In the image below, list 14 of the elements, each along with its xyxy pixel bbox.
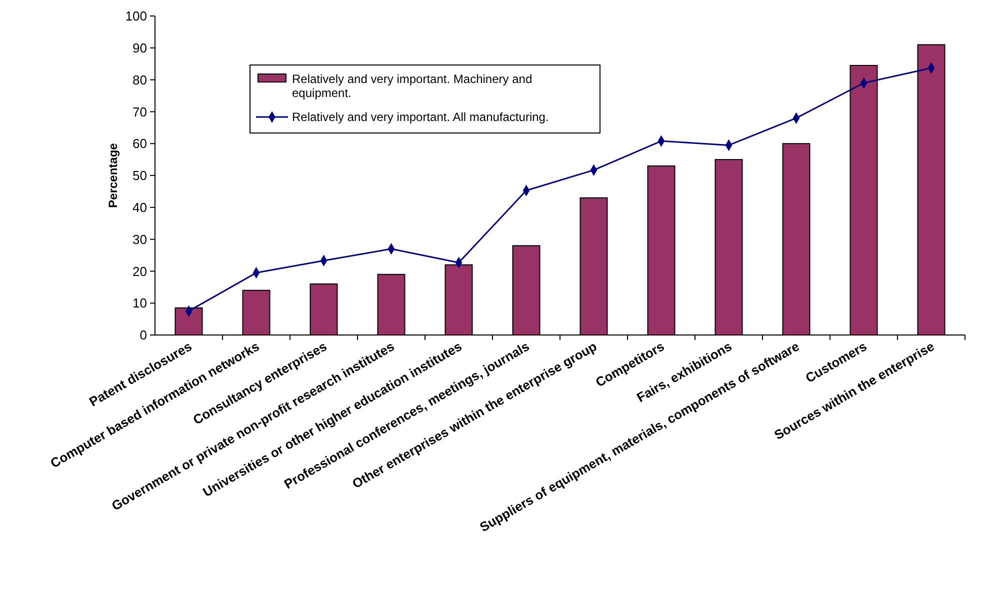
y-tick-label: 50 — [132, 168, 147, 184]
y-tick-label: 70 — [132, 104, 147, 120]
y-tick-label: 90 — [132, 40, 147, 56]
y-tick-label: 80 — [132, 72, 147, 88]
y-tick-label: 30 — [132, 232, 147, 247]
y-tick-label: 100 — [125, 8, 147, 24]
y-tick-label: 10 — [132, 296, 147, 311]
y-tick-label: 60 — [132, 136, 147, 152]
legend-label: Relatively and very important. Machinery and equipment. — [292, 72, 532, 100]
y-tick-label: 0 — [140, 328, 147, 343]
y-tick-label: 40 — [132, 200, 147, 215]
y-axis-title: Percentage — [106, 142, 120, 208]
legend-label: Relatively and very important. All manufacturing. — [292, 110, 549, 124]
y-tick-label: 20 — [132, 264, 147, 279]
